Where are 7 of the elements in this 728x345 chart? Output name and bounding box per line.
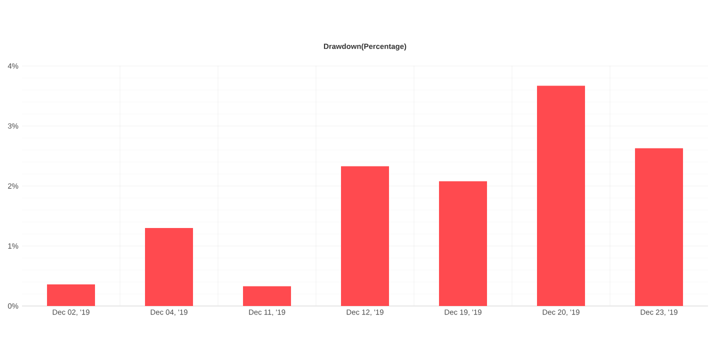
- bar: [439, 181, 488, 306]
- bar: [341, 166, 390, 306]
- bar: [635, 148, 684, 306]
- bar: [145, 228, 193, 306]
- bar: [47, 284, 95, 306]
- bar: [537, 86, 586, 306]
- bar: [243, 286, 292, 306]
